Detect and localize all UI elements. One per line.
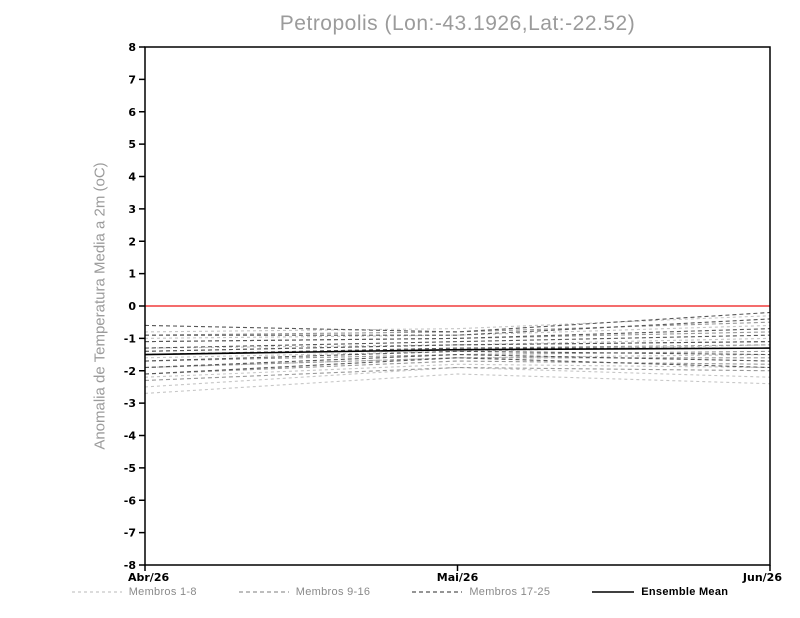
legend-item-ensemble-mean: Ensemble Mean bbox=[592, 586, 728, 598]
svg-text:Jun/26: Jun/26 bbox=[742, 571, 782, 584]
svg-text:5: 5 bbox=[128, 138, 136, 151]
svg-text:-6: -6 bbox=[124, 494, 137, 507]
legend: Membros 1-8 Membros 9-16 Membros 17-25 E… bbox=[0, 586, 800, 598]
svg-text:0: 0 bbox=[128, 300, 136, 313]
legend-label: Membros 1-8 bbox=[128, 586, 197, 598]
svg-text:-4: -4 bbox=[124, 430, 137, 443]
svg-text:-5: -5 bbox=[124, 462, 136, 475]
legend-item-membros-1-8: Membros 1-8 bbox=[71, 586, 197, 598]
legend-label: Ensemble Mean bbox=[641, 586, 729, 598]
legend-item-membros-9-16: Membros 9-16 bbox=[238, 586, 371, 598]
legend-line-sample bbox=[592, 591, 635, 593]
legend-line-sample bbox=[412, 591, 463, 593]
svg-text:2: 2 bbox=[128, 235, 136, 248]
svg-text:4: 4 bbox=[128, 171, 136, 184]
svg-text:-1: -1 bbox=[124, 332, 136, 345]
legend-line-sample bbox=[238, 591, 289, 593]
chart-title: Petropolis (Lon:-43.1926,Lat:-22.52) bbox=[279, 12, 636, 35]
svg-text:-3: -3 bbox=[124, 397, 136, 410]
svg-text:1: 1 bbox=[128, 268, 136, 281]
legend-label: Membros 9-16 bbox=[295, 586, 371, 598]
svg-text:6: 6 bbox=[128, 106, 136, 119]
svg-text:Mai/26: Mai/26 bbox=[437, 571, 479, 584]
svg-text:8: 8 bbox=[128, 41, 136, 54]
legend-label: Membros 17-25 bbox=[469, 586, 551, 598]
svg-text:7: 7 bbox=[128, 73, 136, 86]
legend-line-sample bbox=[71, 591, 122, 593]
svg-text:-2: -2 bbox=[124, 365, 136, 378]
svg-text:Abr/26: Abr/26 bbox=[128, 571, 169, 584]
legend-item-membros-17-25: Membros 17-25 bbox=[412, 586, 550, 598]
svg-text:-8: -8 bbox=[124, 559, 136, 572]
svg-text:-7: -7 bbox=[124, 527, 136, 540]
svg-text:3: 3 bbox=[128, 203, 136, 216]
